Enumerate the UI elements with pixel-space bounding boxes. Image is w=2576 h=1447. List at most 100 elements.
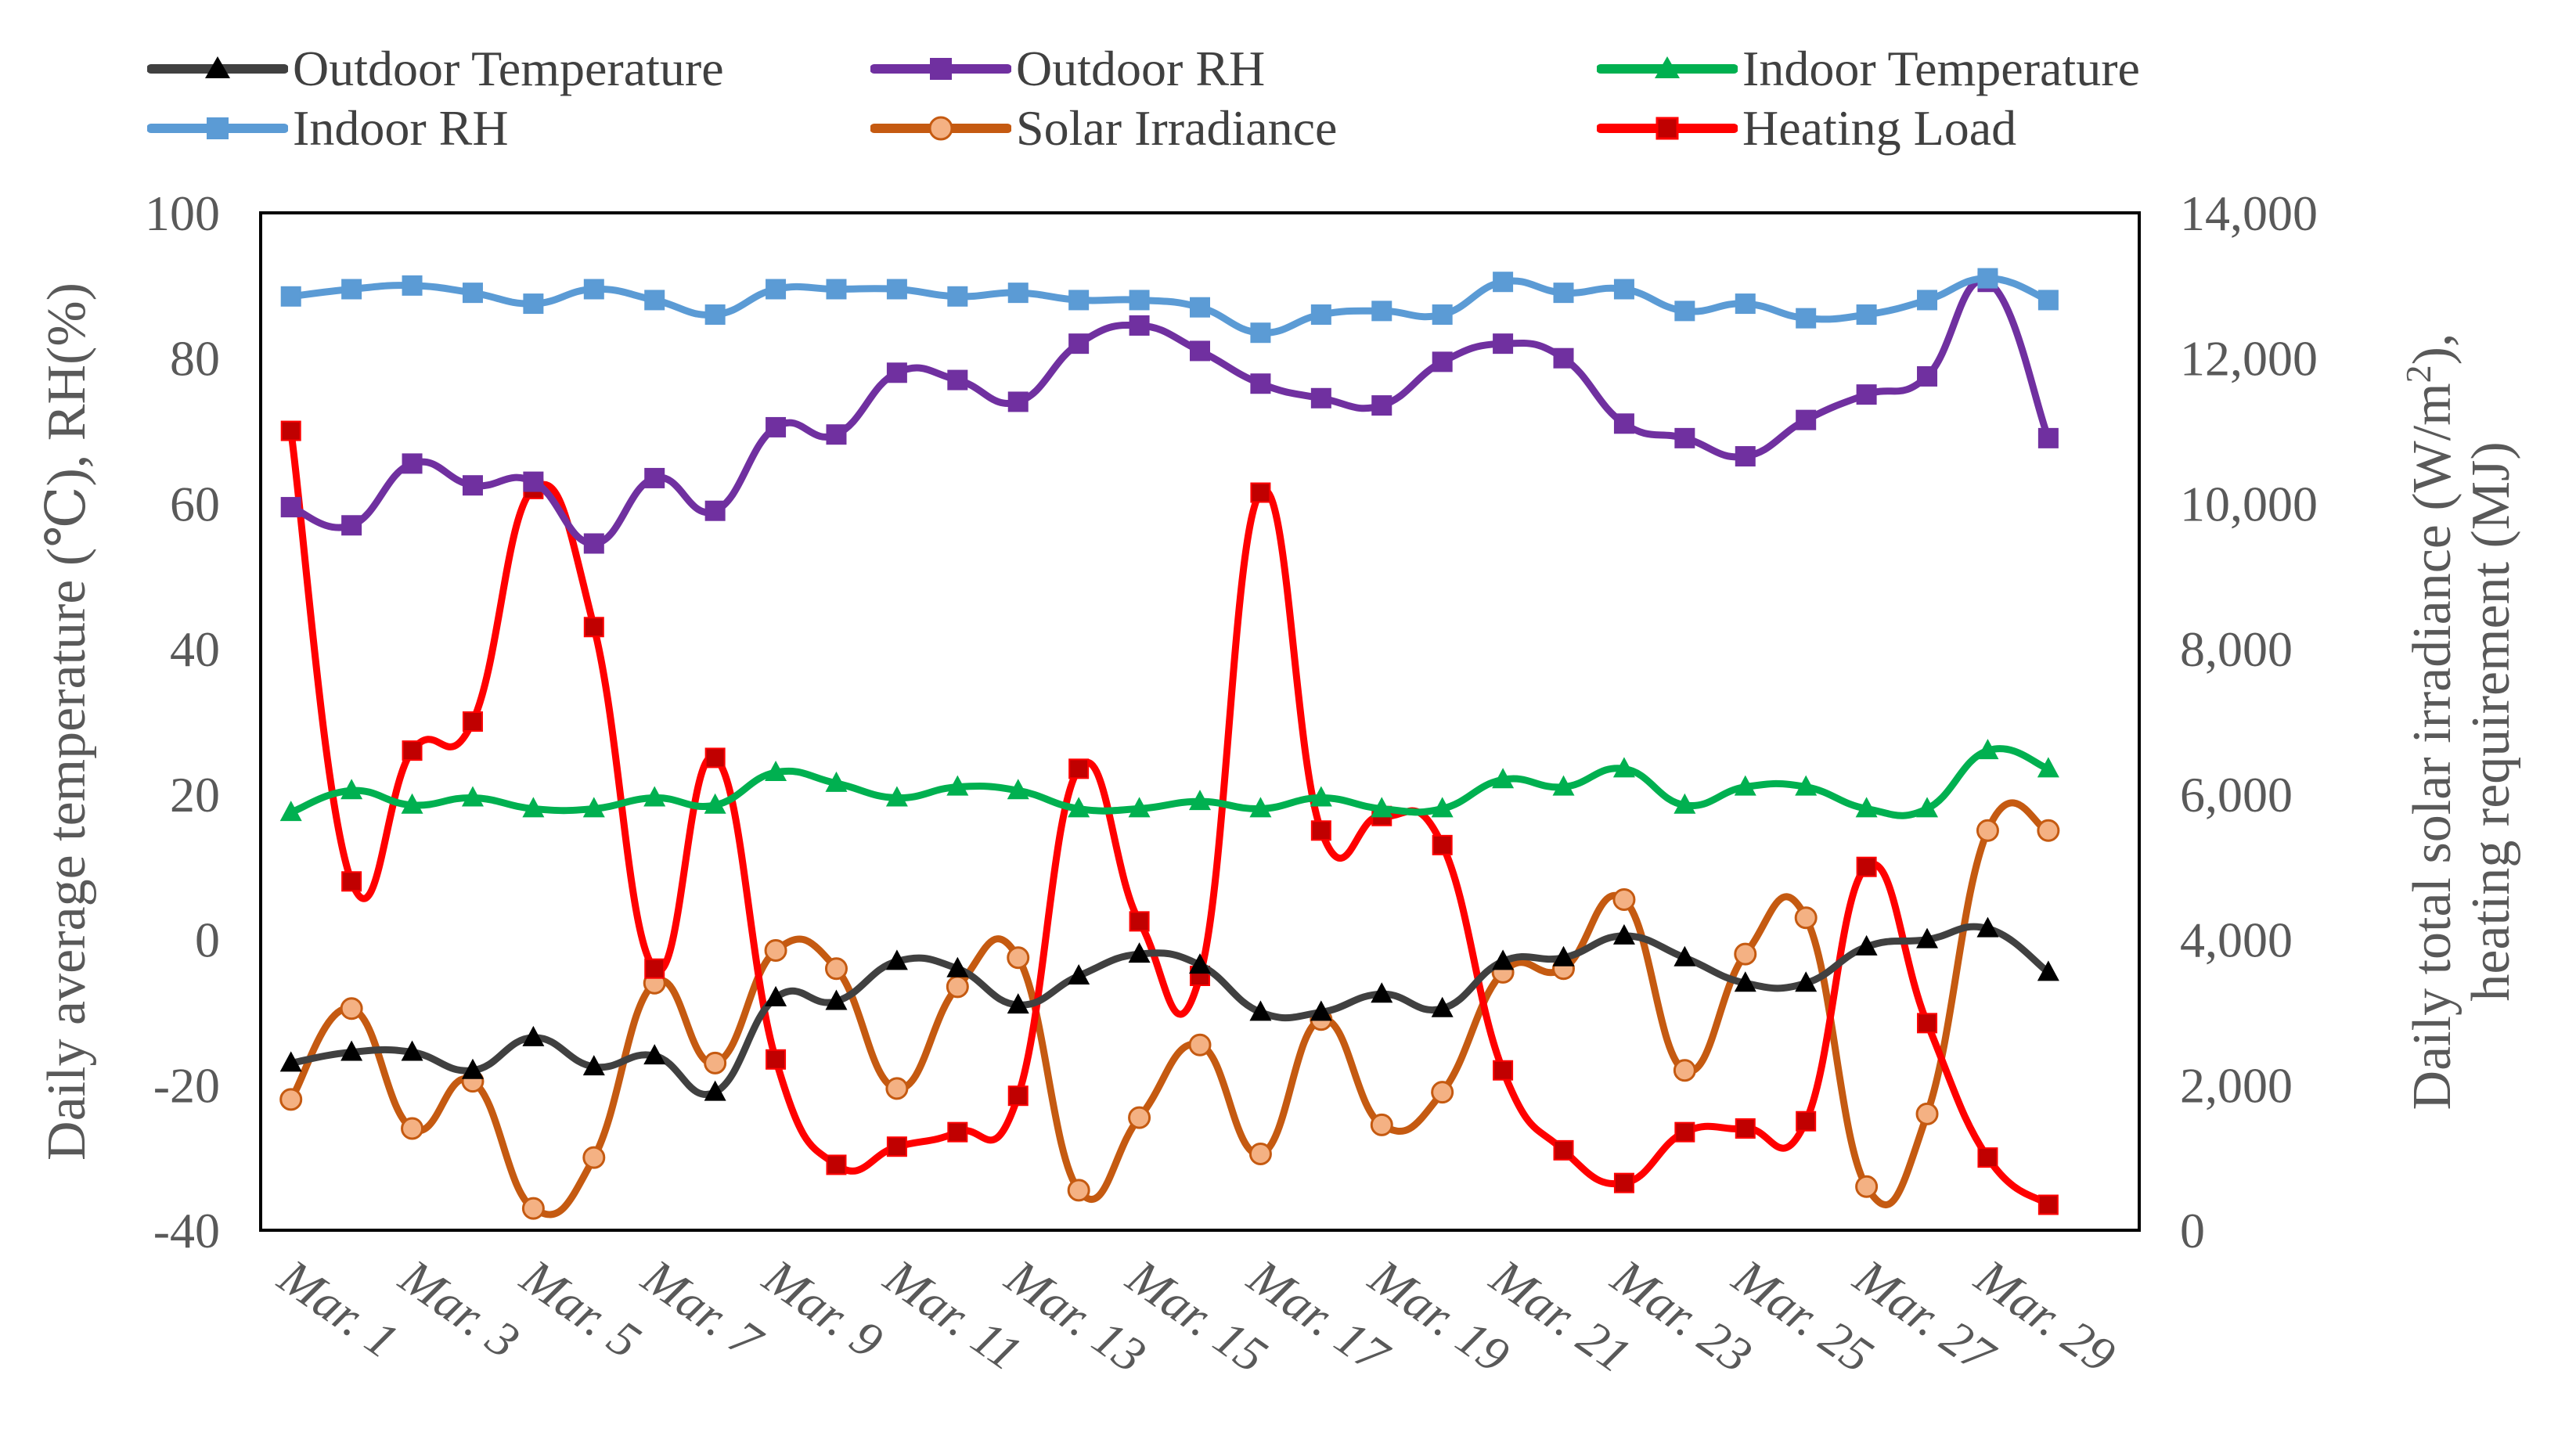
data-point [643,1044,666,1065]
data-point [1552,945,1575,966]
left-tick-label: 100 [145,185,220,241]
data-point [1188,1033,1212,1056]
data-point [1007,946,1030,970]
data-point [1734,971,1756,992]
legend-item-outdoor-rh[interactable]: Outdoor RH [870,38,1265,100]
x-tick-label: Mar. 5 [511,1248,650,1370]
data-point [1735,1118,1756,1139]
data-point [1250,322,1271,344]
data-point [1493,272,1514,293]
data-point [1794,906,1818,930]
legend-label: Indoor Temperature [1742,41,2140,96]
data-point [279,1088,303,1111]
data-point [1612,923,1635,945]
data-point [1189,790,1211,811]
left-tick-label: 60 [170,476,220,531]
data-point [826,279,847,300]
data-point [1856,856,1877,877]
data-point [1976,916,1999,938]
series-indoor-temperature [279,739,2059,822]
data-point [279,801,302,822]
data-point [1310,1000,1332,1021]
data-point [1734,942,1757,966]
data-point [2037,960,2059,981]
legend-item-solar-irradiance[interactable]: Solar Irradiance [870,97,1337,160]
data-point [401,1117,424,1140]
x-tick-label: Mar. 19 [1359,1248,1519,1384]
legend-item-heating-load[interactable]: Heating Load [1597,97,2016,160]
data-point [764,939,787,962]
x-tick-label: Mar. 3 [390,1248,529,1370]
data-point [1796,409,1817,430]
data-point [402,275,423,296]
left-axis-title: Daily average temperature (℃), RH(%) [37,283,97,1161]
x-tick-label: Mar. 15 [1117,1248,1277,1384]
data-point [1129,315,1150,336]
legend-label: Solar Irradiance [1016,100,1338,156]
x-tick-label: Mar. 13 [996,1248,1156,1384]
data-point [1007,283,1029,304]
series-layer [279,268,2060,1220]
data-point [341,515,362,536]
data-point [885,786,908,807]
data-point [1431,1081,1454,1104]
x-tick-label: Mar. 29 [1965,1248,2126,1384]
left-tick-label: -20 [153,1057,220,1113]
legend-label: Heating Load [1742,100,2017,156]
data-point [1249,797,1272,818]
data-point [2037,290,2059,311]
data-point [766,416,787,437]
data-point [1976,819,1999,842]
data-point [1916,797,1939,818]
data-point [1976,739,1999,760]
legend-item-indoor-temperature[interactable]: Indoor Temperature [1597,38,2140,100]
data-point [825,771,848,792]
data-point [644,290,665,311]
data-point [766,279,787,300]
legend-item-outdoor-temperature[interactable]: Outdoor Temperature [147,38,724,100]
data-point [1068,333,1090,355]
legend-swatch-outdoor-rh [870,58,1011,80]
left-tick-label: 20 [170,767,220,822]
data-point [1795,971,1818,992]
data-point [402,740,423,761]
data-point [704,793,726,814]
data-point [1007,779,1029,800]
data-point [946,956,969,977]
left-tick-label: 80 [170,331,220,387]
data-point [1492,768,1515,789]
legend-swatch-outdoor-temperature [147,56,288,78]
data-point [1250,373,1271,394]
data-point [1371,395,1392,416]
data-point [1735,446,1756,467]
data-point [704,500,726,521]
data-point [1553,1139,1574,1161]
data-point [1553,347,1574,369]
data-point [280,497,301,518]
legend-label: Indoor RH [293,100,509,156]
data-point [1673,945,1696,966]
data-point [765,985,787,1006]
data-point [1371,982,1393,1003]
data-point [1190,297,1210,318]
right-tick-label: 14,000 [2180,185,2318,241]
data-point [582,1146,606,1169]
data-point [1613,413,1634,434]
data-point [1432,351,1453,373]
data-point [1067,1179,1090,1202]
data-point [765,761,787,781]
legend-item-indoor-rh[interactable]: Indoor RH [147,97,509,160]
data-point [523,293,544,315]
data-point [341,279,362,300]
data-point [401,1040,423,1061]
data-point [1189,953,1211,974]
data-point [279,1051,302,1072]
data-point [1068,290,1090,311]
data-point [826,1154,847,1175]
data-point [280,286,301,307]
data-point [946,775,969,796]
data-point [582,1055,605,1076]
data-point [402,453,423,474]
x-tick-label: Mar. 21 [1480,1248,1641,1384]
